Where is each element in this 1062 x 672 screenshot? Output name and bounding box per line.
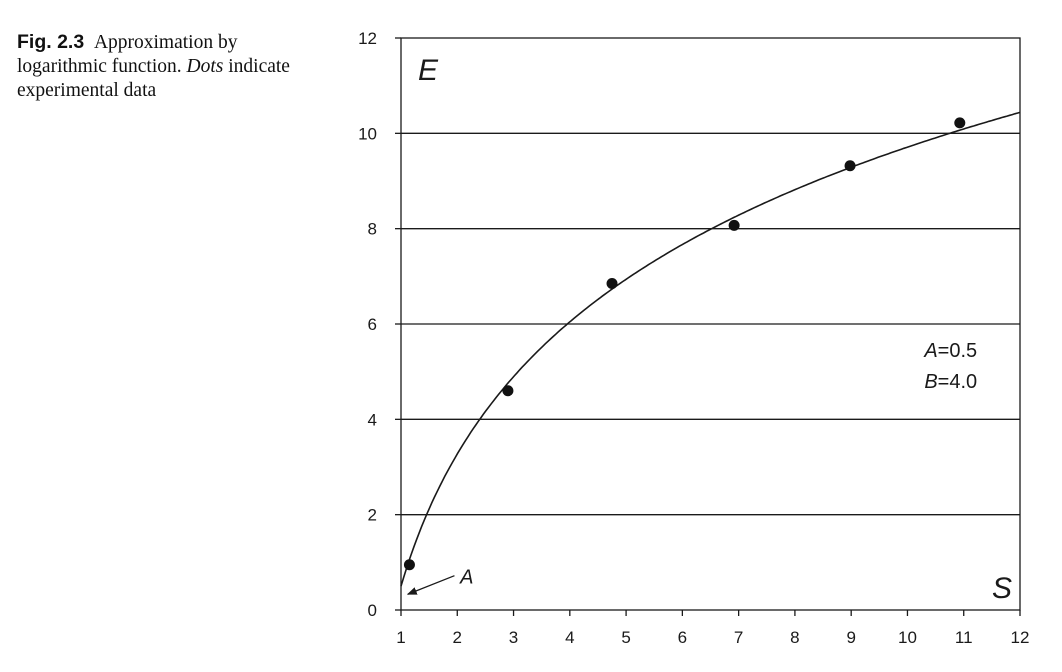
- gridlines: [401, 132, 1020, 516]
- x-tick-label: 9: [846, 628, 855, 647]
- y-tick-label: 6: [368, 315, 377, 334]
- intercept-arrow: [406, 575, 455, 595]
- x-tick-label: 4: [565, 628, 574, 647]
- x-tick-label: 2: [453, 628, 462, 647]
- caption-text-end: indicate experimental data: [17, 56, 290, 101]
- data-point: [728, 219, 740, 231]
- y-tick-label: 10: [358, 124, 377, 143]
- intercept-label: A: [459, 567, 473, 589]
- data-point: [844, 160, 856, 172]
- data-points: [403, 117, 966, 571]
- figure-label: Fig. 2.3: [17, 31, 85, 53]
- y-axis-label: E: [418, 54, 439, 87]
- param-b-text: B=4.0: [924, 371, 977, 393]
- x-tick-label: 6: [678, 628, 687, 647]
- param-a-name: A: [923, 340, 937, 362]
- x-tick-label: 7: [734, 628, 743, 647]
- y-tick-label: 8: [368, 220, 377, 239]
- data-point: [403, 559, 415, 571]
- param-b-value: =4.0: [938, 371, 977, 393]
- param-b-name: B: [924, 371, 937, 393]
- y-tick-label: 4: [368, 410, 377, 429]
- caption-italic-text: Dots: [186, 56, 224, 77]
- figure-caption: Fig. 2.3 Approximation by logarithmic fu…: [17, 30, 317, 103]
- x-tick-label: 1: [396, 628, 405, 647]
- data-point: [606, 277, 618, 289]
- y-tick-label: 0: [368, 601, 377, 620]
- data-point: [954, 117, 966, 129]
- x-tick-label: 8: [790, 628, 799, 647]
- x-tick-label: 12: [1011, 628, 1030, 647]
- param-a-text: A=0.5: [923, 340, 977, 362]
- x-tick-label: 11: [955, 628, 973, 647]
- x-axis-label: S: [992, 572, 1012, 605]
- data-point: [502, 385, 514, 397]
- x-tick-label: 3: [509, 628, 518, 647]
- param-a-value: =0.5: [938, 340, 977, 362]
- y-tick-label: 2: [368, 506, 377, 525]
- y-tick-label: 12: [358, 29, 377, 48]
- x-tick-label: 10: [898, 628, 917, 647]
- x-tick-label: 5: [621, 628, 630, 647]
- caption-text: Approximation by logarithmic function.: [17, 32, 238, 77]
